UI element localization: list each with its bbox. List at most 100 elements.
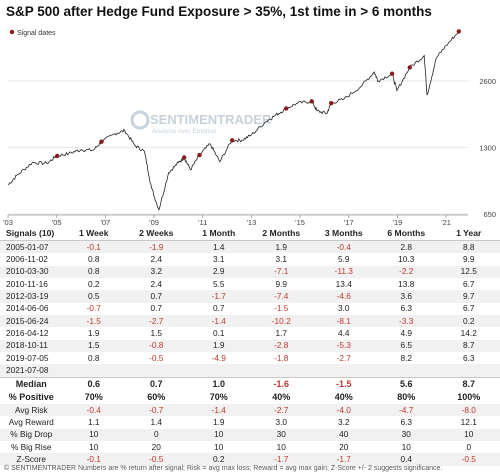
cell: 70% <box>84 391 103 402</box>
table-row: 2012-03-19 0.5 0.7 -1.7 -7.4 -4.6 3.6 9.7 <box>0 290 500 303</box>
col-header-0: Signals (10) <box>0 226 63 241</box>
cell: 0.8 <box>87 254 100 265</box>
signal-point-2015-06-24 <box>309 99 314 104</box>
signal-point-2018-10-11 <box>389 71 395 76</box>
cell: 1.5 <box>150 328 163 339</box>
col-header-6: 6 Months <box>375 226 438 241</box>
cell: 10.3 <box>398 254 415 265</box>
x-tick-label: '15 <box>295 218 305 226</box>
cell: 20 <box>339 441 349 452</box>
row-label: 2006-11-02 <box>6 254 48 265</box>
cell: 10 <box>437 428 500 442</box>
table-row: 2006-11-02 0.8 2.4 3.1 3.1 5.9 10.3 9.9 <box>0 253 500 265</box>
table-row: 2016-04-12 1.9 1.5 0.1 1.7 4.4 4.9 14.2 <box>0 327 500 339</box>
cell: 0.8 <box>87 352 100 363</box>
row-label: 2010-03-30 <box>0 265 63 279</box>
cell: 20 <box>151 441 161 452</box>
cell: 1.5 <box>62 339 125 353</box>
cell: -5.3 <box>312 339 375 353</box>
signal-point-2012-03-19 <box>230 138 235 143</box>
cell: -8.1 <box>312 315 375 328</box>
stats-row: Z-Score -0.1 -0.5 0.2 -1.7 -1.7 0.4 -0.5 <box>0 453 500 466</box>
summary-row: % Positive 70% 60% 70% 40% 40% 80% 100% <box>0 391 500 404</box>
row-label: Z-Score <box>0 453 63 466</box>
cell: 40% <box>334 391 353 402</box>
table-row: 2014-06-06 -0.7 0.7 0.7 -1.5 3.0 6.3 6.7 <box>0 303 500 315</box>
signal-point-2016-04-12 <box>329 101 334 106</box>
cell: 4.4 <box>337 328 350 339</box>
cell: 1.9 <box>187 339 250 353</box>
cell: -0.5 <box>125 453 188 466</box>
y-tick-label: 1300 <box>479 143 496 152</box>
row-label: Avg Reward <box>8 417 54 428</box>
cell: 3.1 <box>212 254 225 265</box>
x-tick-label: '17 <box>344 218 354 226</box>
cell: 8.7 <box>437 339 500 353</box>
watermark-tagline: Analysis over Emotion <box>152 128 217 135</box>
cell: 60% <box>147 391 166 402</box>
cell: 10 <box>401 441 411 452</box>
cell: -2.8 <box>250 339 313 353</box>
cell: 6.5 <box>375 339 438 353</box>
table-row: 2018-10-11 1.5 -0.8 1.9 -2.8 -5.3 6.5 8.7 <box>0 339 500 353</box>
cell: -2.7 <box>250 404 313 417</box>
row-label: 2019-07-05 <box>6 352 49 363</box>
cell: 0 <box>466 441 472 452</box>
signal-point-2010-11-16 <box>197 152 202 158</box>
legend-signal-icon <box>9 29 15 35</box>
cell: 12.5 <box>437 265 500 279</box>
cell: -0.4 <box>312 240 375 254</box>
cell: 9.9 <box>275 278 288 289</box>
cell: 10 <box>89 441 99 452</box>
signal-point-2005-01-07 <box>55 153 60 159</box>
legend-signal-label: Signal dates <box>17 30 56 37</box>
cell: -1.9 <box>125 240 188 254</box>
x-tick-label: '07 <box>100 218 110 226</box>
cell: 5.5 <box>212 278 225 289</box>
table-row: 2010-11-16 0.2 2.4 5.5 9.9 13.4 13.8 6.7 <box>0 278 500 290</box>
row-label: 2005-01-07 <box>0 240 63 254</box>
cell: 0.1 <box>212 328 225 339</box>
cell: 0.5 <box>62 290 125 303</box>
x-tick-label: '03 <box>3 218 13 226</box>
cell: 13.8 <box>398 278 415 289</box>
stats-row: Avg Risk -0.4 -0.7 -1.4 -2.7 -4.0 -4.7 -8.0 <box>0 404 500 417</box>
summary-row: Median 0.6 0.7 1.0 -1.6 -1.5 5.6 8.7 <box>0 376 500 391</box>
cell: -1.4 <box>187 315 250 328</box>
cell: 1.9 <box>87 328 100 339</box>
cell: 3.2 <box>125 265 188 279</box>
cell: 3.2 <box>337 417 350 428</box>
cell: 8.2 <box>400 352 413 363</box>
cell: 1.9 <box>212 417 225 428</box>
cell <box>437 364 500 378</box>
cell: -1.5 <box>312 376 375 391</box>
cell: 3.6 <box>375 290 438 303</box>
cell: 1.0 <box>187 376 250 391</box>
chart-title: S&P 500 after Hedge Fund Exposure > 35%,… <box>6 4 432 19</box>
cell: 8.8 <box>437 240 500 254</box>
cell: 2.4 <box>150 278 163 289</box>
cell: 0.7 <box>125 290 188 303</box>
cell: -1.7 <box>312 453 375 466</box>
table-row: 2010-03-30 0.8 3.2 2.9 -7.1 -11.3 -2.2 12.5 <box>0 265 500 279</box>
cell: -4.0 <box>312 404 375 417</box>
cell: 40% <box>272 391 291 402</box>
row-label: 2015-06-24 <box>0 315 63 328</box>
cell: -8.0 <box>437 404 500 417</box>
cell: 80% <box>397 391 416 402</box>
cell: 6.7 <box>462 278 475 289</box>
cell: 10 <box>214 441 224 452</box>
cell: 2.9 <box>187 265 250 279</box>
x-axis: '03 '05 '07 '09 '11 '13 '15 '17 '19 '21 <box>3 214 468 226</box>
cell: 6.3 <box>462 352 475 363</box>
x-tick-label: '05 <box>52 218 62 226</box>
y-axis: 2600 1300 650 <box>479 77 496 219</box>
cell: -3.3 <box>375 315 438 328</box>
cell: 100% <box>457 391 481 402</box>
cell: 0.2 <box>187 453 250 466</box>
cell: -0.5 <box>149 352 164 363</box>
col-header-5: 3 Months <box>312 226 375 241</box>
cell: -0.8 <box>125 339 188 353</box>
col-header-3: 1 Month <box>187 226 250 241</box>
cell: -0.7 <box>86 303 101 314</box>
